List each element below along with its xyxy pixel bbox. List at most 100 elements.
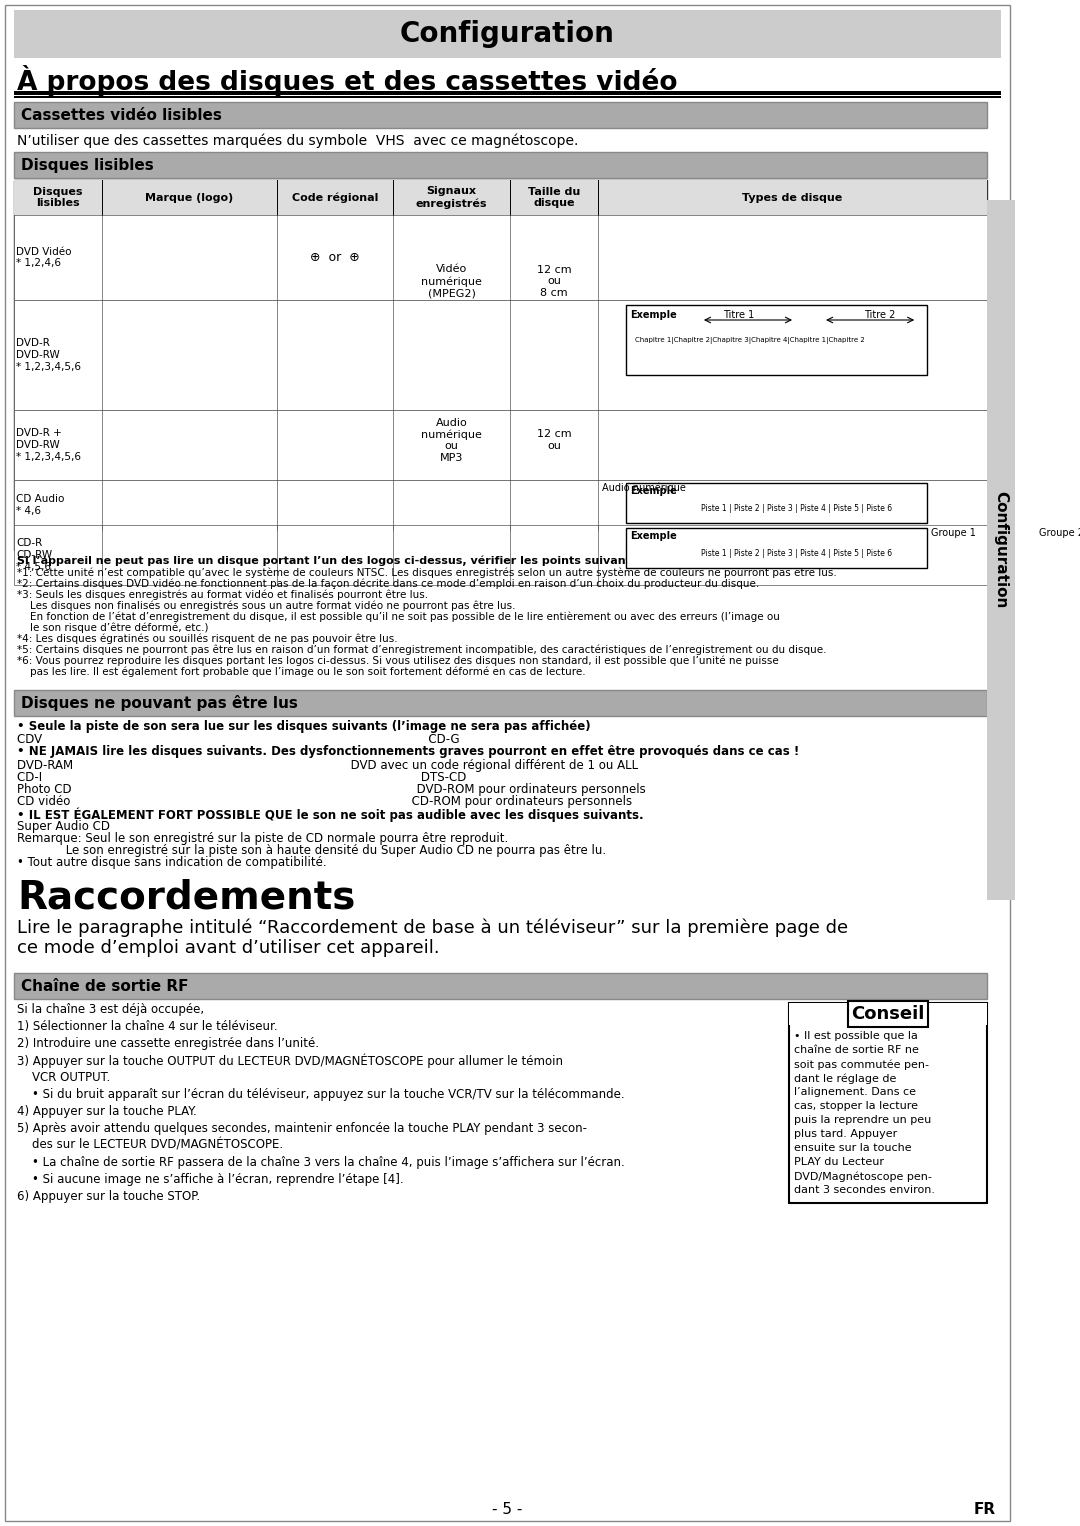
Text: Exemple: Exemple [631,310,677,320]
Text: Les disques non finalisés ou enregistrés sous un autre format vidéo ne pourront : Les disques non finalisés ou enregistrés… [17,600,515,610]
Text: Titre 2: Titre 2 [864,310,895,320]
Bar [14,102,987,128]
Text: 5) Après avoir attendu quelques secondes, maintenir enfoncée la touche PLAY pend: 5) Après avoir attendu quelques secondes… [17,1122,586,1135]
Text: Code régional: Code régional [292,192,378,203]
Text: CD-R
CD-RW
* 4,5,6: CD-R CD-RW * 4,5,6 [16,539,52,572]
Text: *6: Vous pourrez reproduire les disques portant les logos ci-dessus. Si vous uti: *6: Vous pourrez reproduire les disques … [17,655,779,665]
Text: Piste 1 | Piste 2 | Piste 3 | Piste 4 | Piste 5 | Piste 6: Piste 1 | Piste 2 | Piste 3 | Piste 4 | … [701,548,892,557]
Text: puis la reprendre un peu: puis la reprendre un peu [794,1116,931,1125]
Text: À propos des disques et des cassettes vidéo: À propos des disques et des cassettes vi… [17,66,677,96]
Text: CD-I                                                                            : CD-I [17,771,467,784]
Text: *1: Cette unité n’est compatible qu’avec le système de couleurs NTSC. Les disque: *1: Cette unité n’est compatible qu’avec… [17,568,837,577]
Bar [14,153,987,179]
Text: Le son enregistré sur la piste son à haute densité du Super Audio CD ne pourra p: Le son enregistré sur la piste son à hau… [17,844,606,858]
Bar [14,153,987,179]
Text: Groupe 1: Groupe 1 [931,528,976,539]
Text: *4: Les disques égratinés ou souillés risquent de ne pas pouvoir être lus.: *4: Les disques égratinés ou souillés ri… [17,633,397,644]
Text: Disques
lisibles: Disques lisibles [33,186,82,209]
Bar [14,92,1001,95]
Text: Configuration: Configuration [994,491,1009,609]
Text: Lire le paragraphe intitulé “Raccordement de base à un téléviseur” sur la premiè: Lire le paragraphe intitulé “Raccordemen… [17,919,848,957]
Bar [14,301,987,410]
Text: Titre 1: Titre 1 [723,310,754,320]
Text: Super Audio CD: Super Audio CD [17,819,110,833]
Text: • Si aucune image ne s’affiche à l’écran, reprendre l’étape [4].: • Si aucune image ne s’affiche à l’écran… [17,1173,404,1186]
Text: pas les lire. Il est également fort probable que l’image ou le son soit fortemen: pas les lire. Il est également fort prob… [17,665,585,676]
Text: Taille du
disque: Taille du disque [528,186,580,209]
Text: VCR OUTPUT.: VCR OUTPUT. [17,1071,110,1083]
Bar [14,481,987,530]
Text: 12 cm
ou
8 cm: 12 cm ou 8 cm [537,264,571,298]
Text: • NE JAMAIS lire les disques suivants. Des dysfonctionnements graves pourront en: • NE JAMAIS lire les disques suivants. D… [17,745,799,758]
Bar [14,180,987,549]
Text: l’alignement. Dans ce: l’alignement. Dans ce [794,1087,916,1097]
Bar [14,215,987,301]
Text: dant le réglage de: dant le réglage de [794,1073,896,1083]
Bar [14,974,987,1000]
Text: cas, stopper la lecture: cas, stopper la lecture [794,1100,918,1111]
Text: Types de disque: Types de disque [742,192,842,203]
Text: chaîne de sortie RF ne: chaîne de sortie RF ne [794,1045,919,1054]
Text: *5: Certains disques ne pourront pas être lus en raison d’un format d’enregistre: *5: Certains disques ne pourront pas êtr… [17,644,826,655]
Text: • IL EST ÉGALEMENT FORT POSSIBLE QUE le son ne soit pas audible avec les disques: • IL EST ÉGALEMENT FORT POSSIBLE QUE le … [17,807,644,821]
Text: CD Audio
* 4,6: CD Audio * 4,6 [16,494,65,516]
Text: DVD-R +
DVD-RW
* 1,2,3,4,5,6: DVD-R + DVD-RW * 1,2,3,4,5,6 [16,429,81,461]
Bar [14,102,987,128]
Text: • Tout autre disque sans indication de compatibilité.: • Tout autre disque sans indication de c… [17,856,326,868]
Text: PLAY du Lecteur: PLAY du Lecteur [794,1157,885,1167]
Text: dant 3 secondes environ.: dant 3 secondes environ. [794,1186,935,1195]
Text: Configuration: Configuration [400,20,615,47]
Bar [14,974,987,1000]
Bar [14,180,987,215]
Text: Exemple: Exemple [631,531,677,542]
Bar [987,200,1015,900]
Bar [14,690,987,716]
Text: DVD-R
DVD-RW
* 1,2,3,4,5,6: DVD-R DVD-RW * 1,2,3,4,5,6 [16,339,81,372]
Text: DVD-RAM                                                                         : DVD-RAM [17,758,638,772]
Text: 4) Appuyer sur la touche PLAY.: 4) Appuyer sur la touche PLAY. [17,1105,197,1119]
Text: Audio numérique: Audio numérique [603,482,686,493]
Text: Vidéo
numérique
(MPEG2): Vidéo numérique (MPEG2) [421,264,482,298]
Text: 12 cm
ou: 12 cm ou [537,429,571,452]
Text: Marque (logo): Marque (logo) [145,192,233,203]
Text: ⊕  or  ⊕: ⊕ or ⊕ [310,250,360,264]
Text: ensuite sur la touche: ensuite sur la touche [794,1143,912,1154]
Text: *2: Certains disques DVD vidéo ne fonctionnent pas de la façon décrite dans ce m: *2: Certains disques DVD vidéo ne foncti… [17,578,759,589]
Bar [789,1003,987,1025]
Bar [625,528,927,568]
Text: Disques lisibles: Disques lisibles [21,157,153,172]
Bar [14,96,1001,98]
Bar [14,410,987,481]
Text: 3) Appuyer sur la touche OUTPUT du LECTEUR DVD/MAGNÉTOSCOPE pour allumer le témo: 3) Appuyer sur la touche OUTPUT du LECTE… [17,1054,563,1068]
Text: N’utiliser que des cassettes marquées du symbole  VHS  avec ce magnétoscope.: N’utiliser que des cassettes marquées du… [17,133,578,148]
Text: 1) Sélectionner la chaîne 4 sur le téléviseur.: 1) Sélectionner la chaîne 4 sur le télév… [17,1019,278,1033]
Text: DVD/Magnétoscope pen-: DVD/Magnétoscope pen- [794,1170,932,1181]
Text: CD vidéo                                                                        : CD vidéo [17,795,632,807]
Text: En fonction de l’état d’enregistrement du disque, il est possible qu’il ne soit : En fonction de l’état d’enregistrement d… [17,610,780,621]
Text: Raccordements: Raccordements [17,877,355,916]
Text: Conseil: Conseil [851,1006,924,1022]
Bar [625,484,927,523]
Bar [625,305,927,375]
Text: plus tard. Appuyer: plus tard. Appuyer [794,1129,897,1138]
Text: • Si du bruit apparaît sur l’écran du téléviseur, appuyez sur la touche VCR/TV s: • Si du bruit apparaît sur l’écran du té… [17,1088,624,1100]
Text: des sur le LECTEUR DVD/MAGNÉTOSCOPE.: des sur le LECTEUR DVD/MAGNÉTOSCOPE. [17,1138,283,1152]
Text: Chapitre 1|Chapitre 2|Chapitre 3|Chapitre 4|Chapitre 1|Chapitre 2: Chapitre 1|Chapitre 2|Chapitre 3|Chapitr… [635,337,865,343]
Text: Photo CD                                                                        : Photo CD [17,783,646,797]
Text: Signaux
enregistrés: Signaux enregistrés [416,186,487,209]
Text: Exemple: Exemple [631,485,677,496]
Bar [789,1003,987,1202]
Text: Audio
numérique
ou
MP3: Audio numérique ou MP3 [421,418,482,462]
Text: *3: Seuls les disques enregistrés au format vidéo et finalisés pourront être lus: *3: Seuls les disques enregistrés au for… [17,589,428,600]
Text: Cassettes vidéo lisibles: Cassettes vidéo lisibles [21,107,221,122]
Text: soit pas commutée pen-: soit pas commutée pen- [794,1059,929,1070]
Text: Disques ne pouvant pas être lus: Disques ne pouvant pas être lus [21,694,298,711]
Text: CDV                                                                             : CDV [17,732,459,746]
Text: Remarque: Seul le son enregistré sur la piste de CD normale pourra être reprodui: Remarque: Seul le son enregistré sur la … [17,832,509,845]
Text: • Seule la piste de son sera lue sur les disques suivants (l’image ne sera pas a: • Seule la piste de son sera lue sur les… [17,720,591,732]
Text: Si l’appareil ne peut pas lire un disque portant l’un des logos ci-dessus, vérif: Si l’appareil ne peut pas lire un disque… [17,555,642,566]
Text: 6) Appuyer sur la touche STOP.: 6) Appuyer sur la touche STOP. [17,1190,200,1202]
Bar [14,690,987,716]
Bar [14,11,1001,58]
Text: le son risque d’être déformé, etc.): le son risque d’être déformé, etc.) [17,623,208,632]
